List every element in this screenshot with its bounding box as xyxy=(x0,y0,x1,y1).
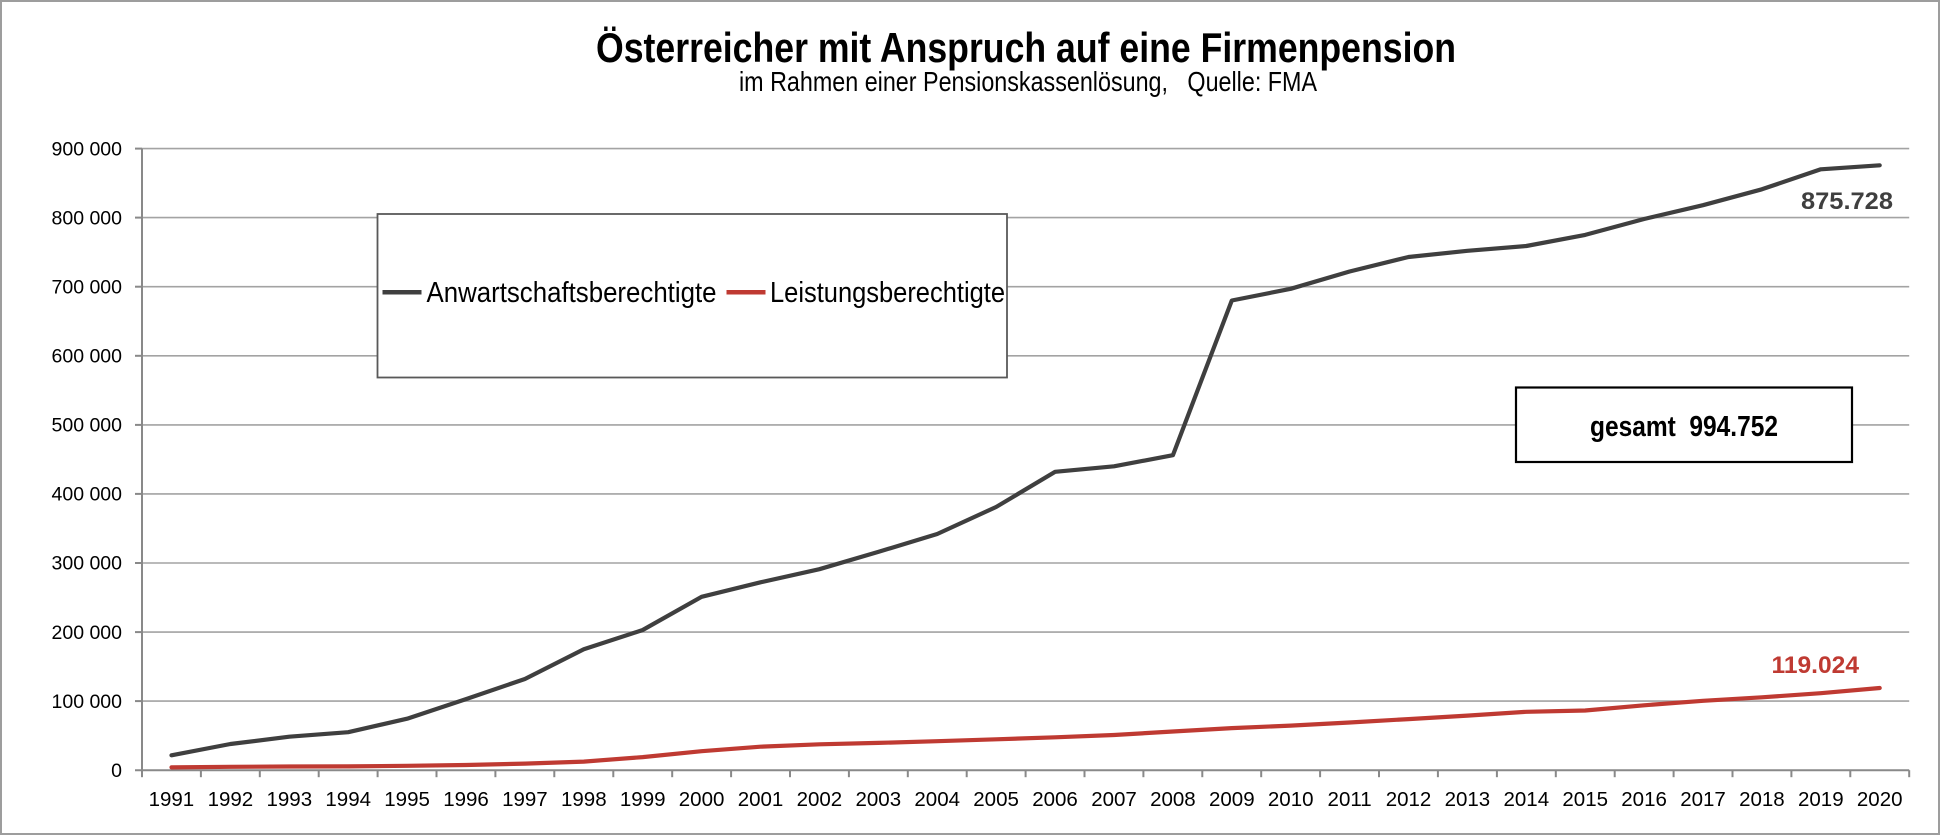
svg-text:2010: 2010 xyxy=(1268,788,1314,811)
svg-text:2007: 2007 xyxy=(1091,788,1137,811)
svg-text:2018: 2018 xyxy=(1739,788,1785,811)
svg-text:1993: 1993 xyxy=(266,788,312,811)
svg-text:1994: 1994 xyxy=(325,788,371,811)
svg-text:2002: 2002 xyxy=(797,788,843,811)
svg-text:0: 0 xyxy=(111,760,122,782)
svg-text:2011: 2011 xyxy=(1328,788,1372,811)
svg-text:700 000: 700 000 xyxy=(52,276,123,298)
svg-text:2004: 2004 xyxy=(914,788,960,811)
svg-text:2008: 2008 xyxy=(1150,788,1196,811)
svg-text:2019: 2019 xyxy=(1798,788,1844,811)
svg-text:2014: 2014 xyxy=(1503,788,1549,811)
svg-text:119.024: 119.024 xyxy=(1772,652,1860,679)
svg-text:1995: 1995 xyxy=(384,788,430,811)
svg-text:1991: 1991 xyxy=(149,788,195,811)
svg-text:2006: 2006 xyxy=(1032,788,1078,811)
svg-text:400 000: 400 000 xyxy=(52,484,123,506)
svg-text:100 000: 100 000 xyxy=(52,691,123,713)
svg-text:Leistungsberechtigte: Leistungsberechtigte xyxy=(770,277,1005,309)
svg-text:2005: 2005 xyxy=(973,788,1019,811)
svg-text:2001: 2001 xyxy=(738,788,784,811)
svg-text:im Rahmen einer Pensionskassen: im Rahmen einer Pensionskassenlösung, Qu… xyxy=(739,66,1317,97)
svg-text:gesamt 994.752: gesamt 994.752 xyxy=(1590,411,1778,443)
svg-text:2012: 2012 xyxy=(1386,788,1432,811)
svg-text:2013: 2013 xyxy=(1445,788,1491,811)
svg-text:1999: 1999 xyxy=(620,788,666,811)
svg-text:1998: 1998 xyxy=(561,788,607,811)
svg-text:1997: 1997 xyxy=(502,788,548,811)
svg-text:2016: 2016 xyxy=(1621,788,1667,811)
svg-text:Anwartschaftsberechtigte: Anwartschaftsberechtigte xyxy=(427,277,717,309)
svg-text:1992: 1992 xyxy=(208,788,254,811)
svg-text:Österreicher mit Anspruch auf: Österreicher mit Anspruch auf eine Firme… xyxy=(596,24,1456,71)
svg-text:2015: 2015 xyxy=(1562,788,1608,811)
svg-text:875.728: 875.728 xyxy=(1801,188,1893,215)
svg-text:2003: 2003 xyxy=(855,788,901,811)
svg-text:500 000: 500 000 xyxy=(52,415,123,437)
svg-text:800 000: 800 000 xyxy=(52,207,123,229)
svg-text:2009: 2009 xyxy=(1209,788,1255,811)
svg-text:2000: 2000 xyxy=(679,788,725,811)
svg-text:900 000: 900 000 xyxy=(52,138,123,160)
svg-text:2017: 2017 xyxy=(1680,788,1726,811)
svg-text:200 000: 200 000 xyxy=(52,622,123,644)
svg-text:600 000: 600 000 xyxy=(52,346,123,368)
svg-text:2020: 2020 xyxy=(1857,788,1903,811)
svg-text:300 000: 300 000 xyxy=(52,553,123,575)
svg-text:1996: 1996 xyxy=(443,788,489,811)
